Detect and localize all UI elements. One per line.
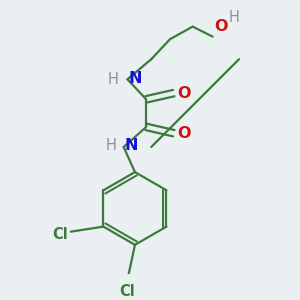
Text: H: H <box>108 72 118 87</box>
Text: H: H <box>229 11 240 26</box>
Text: Cl: Cl <box>120 284 135 299</box>
Text: N: N <box>125 138 138 153</box>
Text: O: O <box>178 126 191 141</box>
Text: Cl: Cl <box>52 227 68 242</box>
Text: N: N <box>129 70 142 86</box>
Text: H: H <box>105 138 116 153</box>
Text: O: O <box>178 85 191 100</box>
Text: O: O <box>214 19 227 34</box>
